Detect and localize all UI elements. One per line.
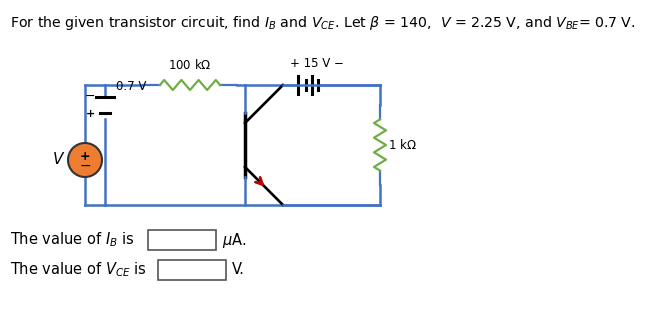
Text: 100 k$\Omega$: 100 k$\Omega$: [168, 58, 212, 72]
Text: + 15 V −: + 15 V −: [289, 57, 344, 70]
FancyBboxPatch shape: [158, 260, 226, 280]
Text: V.: V.: [232, 262, 245, 277]
Text: The value of $V_{CE}$ is: The value of $V_{CE}$ is: [10, 261, 147, 279]
Text: +: +: [79, 149, 90, 163]
Text: The value of $I_B$ is: The value of $I_B$ is: [10, 231, 134, 249]
Text: V: V: [52, 153, 63, 168]
Text: 1 k$\Omega$: 1 k$\Omega$: [388, 138, 416, 152]
Text: −: −: [79, 159, 91, 173]
Text: For the given transistor circuit, find $I_B$ and $V_{CE}$. Let $\beta$ = 140,  $: For the given transistor circuit, find $…: [10, 14, 636, 32]
Text: −: −: [85, 90, 95, 103]
Text: 0.7 V: 0.7 V: [116, 80, 146, 93]
Text: $\mu$A.: $\mu$A.: [222, 231, 247, 250]
Circle shape: [68, 143, 102, 177]
Text: +: +: [86, 109, 95, 119]
FancyBboxPatch shape: [148, 230, 216, 250]
